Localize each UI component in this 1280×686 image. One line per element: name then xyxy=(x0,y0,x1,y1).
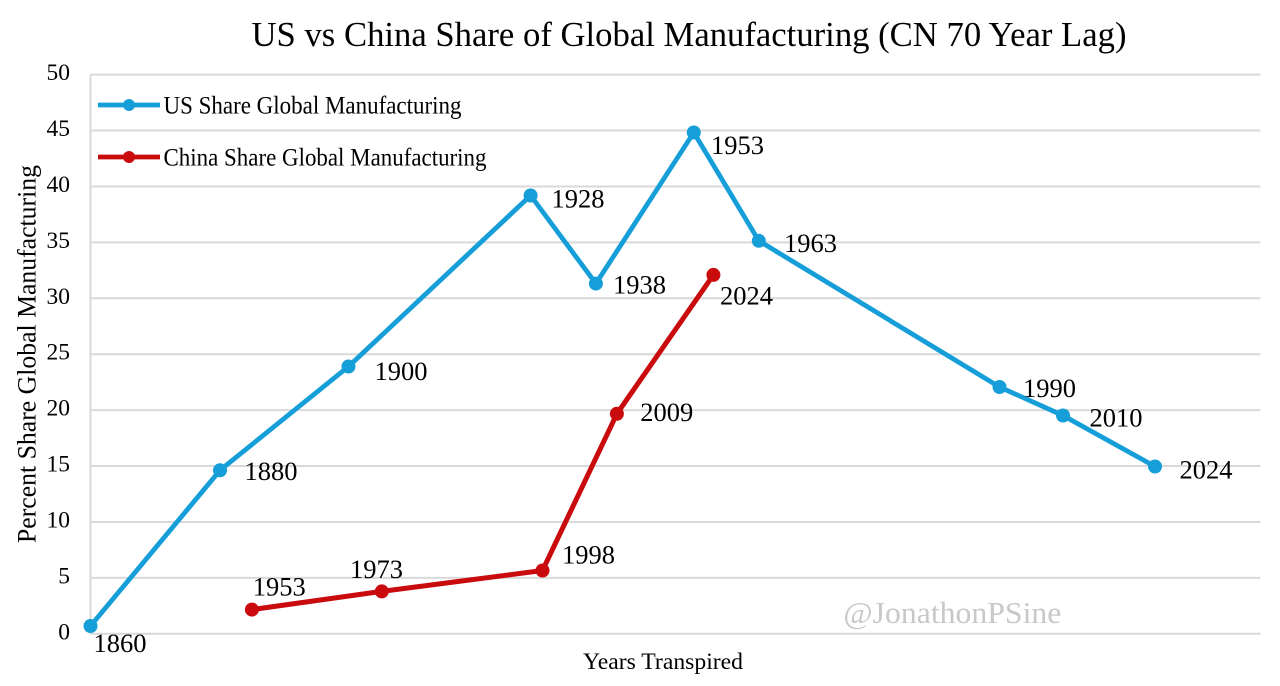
svg-text:25: 25 xyxy=(47,340,71,366)
svg-text:50: 50 xyxy=(47,60,71,86)
svg-text:US vs China Share of Global Ma: US vs China Share of Global Manufacturin… xyxy=(252,15,1127,54)
svg-text:2024: 2024 xyxy=(1180,455,1233,485)
svg-text:1973: 1973 xyxy=(350,554,403,584)
svg-text:China Share Global Manufacturi: China Share Global Manufacturing xyxy=(164,145,487,172)
svg-text:Years Transpired: Years Transpired xyxy=(583,649,743,674)
svg-text:1953: 1953 xyxy=(253,572,306,602)
svg-text:1990: 1990 xyxy=(1023,373,1076,403)
svg-text:40: 40 xyxy=(47,172,71,198)
svg-text:0: 0 xyxy=(58,619,70,645)
svg-text:2009: 2009 xyxy=(640,397,693,427)
svg-text:20: 20 xyxy=(47,396,71,422)
svg-text:5: 5 xyxy=(58,563,70,589)
svg-text:@JonathonPSine: @JonathonPSine xyxy=(843,595,1061,630)
svg-text:1963: 1963 xyxy=(784,228,837,258)
svg-text:45: 45 xyxy=(47,116,71,142)
svg-text:35: 35 xyxy=(47,228,71,254)
svg-text:30: 30 xyxy=(47,284,71,310)
svg-text:Percent Share Global Manufactu: Percent Share Global Manufacturing xyxy=(13,165,42,543)
svg-text:2024: 2024 xyxy=(720,281,773,311)
svg-text:15: 15 xyxy=(47,452,71,478)
svg-text:10: 10 xyxy=(47,508,71,534)
svg-text:1938: 1938 xyxy=(613,270,666,300)
svg-text:2010: 2010 xyxy=(1090,403,1143,433)
svg-text:1860: 1860 xyxy=(94,628,147,658)
svg-text:1900: 1900 xyxy=(375,356,428,386)
svg-text:US Share Global Manufacturing: US Share Global Manufacturing xyxy=(164,93,462,120)
svg-text:1953: 1953 xyxy=(711,130,764,160)
svg-text:1928: 1928 xyxy=(552,184,605,214)
svg-text:1998: 1998 xyxy=(562,540,615,570)
svg-text:1880: 1880 xyxy=(245,456,298,486)
